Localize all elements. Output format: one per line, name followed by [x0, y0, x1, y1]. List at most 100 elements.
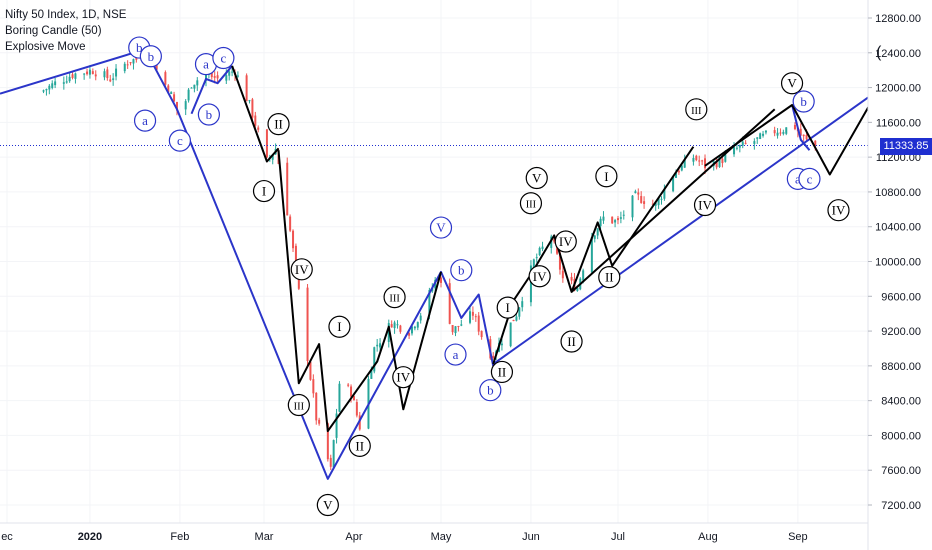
candle-body: [245, 75, 248, 102]
wave-label-circle: [479, 379, 502, 402]
wave-label: IV: [827, 199, 850, 222]
wave-label-circle: [554, 230, 577, 253]
wave-label-circle: [429, 216, 453, 239]
wave-label-text: b: [458, 263, 465, 278]
wave-label-text: IV: [832, 203, 846, 218]
wave-line-blue: [0, 48, 495, 480]
candle-body: [251, 99, 254, 118]
candle-body: [132, 59, 135, 64]
candle-body: [265, 129, 268, 158]
x-tick-label: Feb: [170, 531, 189, 543]
wave-label-circle: [595, 165, 618, 188]
x-tick-label: Mar: [255, 531, 274, 543]
candle-body: [663, 189, 666, 199]
candle-body: [190, 87, 193, 89]
wave-label-circle: [348, 434, 371, 457]
wave-line-black: [231, 65, 280, 163]
x-tick-label: Jul: [611, 531, 625, 543]
candle-body: [741, 141, 744, 146]
candle-body: [651, 203, 654, 205]
candle-body: [155, 63, 158, 70]
candle-body: [512, 319, 515, 322]
candle-body: [492, 355, 495, 358]
wave-label-text: V: [787, 76, 797, 91]
candle-body: [637, 192, 640, 195]
candle-body: [173, 94, 176, 102]
candle-body: [376, 344, 379, 347]
wave-label: I: [496, 296, 519, 319]
candle-body: [576, 287, 579, 291]
wave-label-circle: [383, 286, 406, 309]
candle-body: [616, 218, 619, 221]
candle-body: [51, 83, 54, 88]
candle-body: [236, 75, 239, 77]
indicator-boring-candle[interactable]: Boring Candle (50): [5, 25, 102, 37]
candle-body: [561, 270, 564, 279]
candle-body: [45, 89, 48, 91]
candle-body: [416, 322, 419, 328]
symbol-title[interactable]: Nifty 50 Index, 1D, NSE: [5, 9, 127, 21]
wave-label-circle: [598, 266, 621, 289]
candle-body: [614, 220, 617, 223]
wave-label-circle: [560, 330, 583, 353]
y-tick-label: 12800.00: [875, 13, 921, 25]
candle-body: [390, 324, 393, 328]
indicator-explosive-move[interactable]: Explosive Move: [5, 41, 86, 53]
candle-body: [785, 127, 788, 134]
candle-body: [387, 323, 390, 342]
wave-label: V: [429, 216, 453, 239]
candle-body: [393, 322, 396, 329]
x-tick-label: 2020: [78, 531, 102, 543]
wave-label-text: II: [567, 334, 576, 349]
wave-label: a: [444, 343, 467, 366]
candle-body: [677, 170, 680, 173]
candle-body: [271, 154, 274, 160]
candle-body: [460, 324, 463, 326]
candle-body: [535, 257, 538, 259]
y-tick-label: 12000.00: [875, 83, 921, 95]
candle-body: [448, 283, 451, 324]
candle-body: [440, 277, 442, 283]
candle-body: [294, 245, 297, 267]
candle-body: [228, 71, 231, 76]
wave-label-text: a: [795, 171, 801, 186]
candle-body: [68, 76, 71, 82]
candle-body: [558, 252, 561, 270]
y-tick-label: 10800.00: [875, 187, 921, 199]
candle-body: [680, 165, 683, 171]
candle-body: [413, 326, 416, 329]
candle-body: [683, 159, 686, 168]
wave-label-text: IV: [533, 269, 547, 284]
candle-body: [410, 326, 413, 334]
candle-body: [254, 115, 257, 126]
candle-body: [805, 134, 808, 140]
candle-body: [538, 247, 541, 256]
wave-label: b: [197, 103, 220, 126]
candle-body: [126, 64, 129, 66]
wave-label: a: [133, 109, 157, 132]
candle-body: [62, 82, 65, 84]
candle-body: [196, 80, 199, 86]
chart-legend: Nifty 50 Index, 1D, NSE Boring Candle (5…: [5, 7, 126, 55]
wave-label: III: [383, 286, 406, 309]
candle-body: [103, 71, 106, 78]
candle-body: [532, 259, 535, 269]
wave-label-text: I: [506, 300, 510, 315]
candle-body: [735, 147, 738, 149]
wave-label-text: I: [604, 169, 608, 184]
candle-body: [370, 369, 373, 379]
y-tick-label: 11600.00: [876, 117, 921, 129]
wave-label: b: [792, 90, 815, 113]
y-tick-label: 11200.00: [876, 152, 921, 164]
candle-body: [350, 386, 353, 397]
wave-label-circle: [267, 112, 290, 136]
candle-body: [123, 63, 126, 72]
candle-body: [590, 237, 593, 273]
wave-label: I: [252, 179, 276, 203]
wave-label-circle: [685, 98, 708, 121]
candle-body: [231, 71, 234, 73]
candle-body: [602, 216, 605, 221]
candle-body: [216, 75, 219, 79]
wave-label: V: [780, 72, 804, 95]
